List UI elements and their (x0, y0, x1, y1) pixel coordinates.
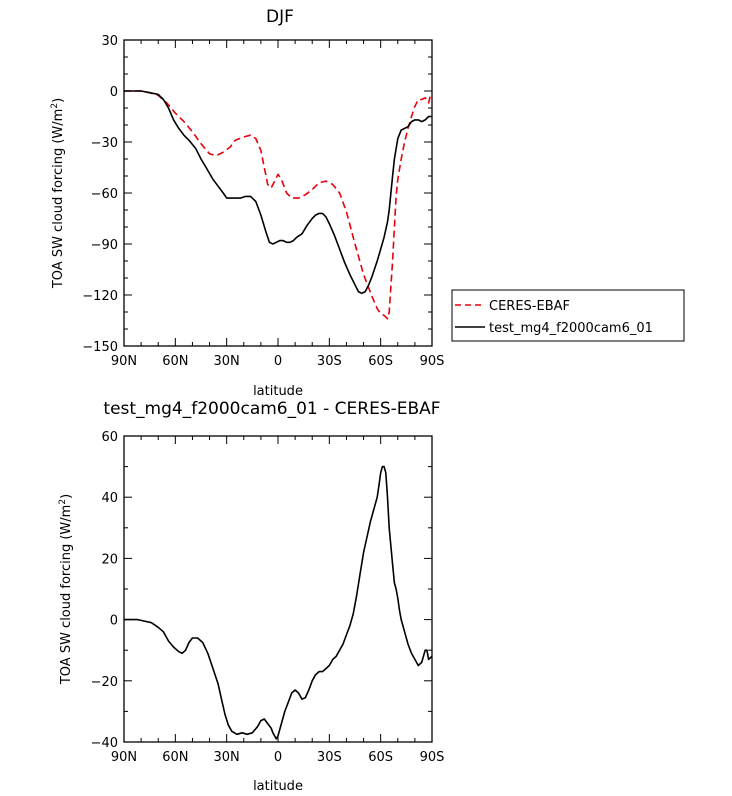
bottom-x-tick-label: 30N (214, 750, 240, 765)
bottom-x-axis-label: latitude (253, 779, 303, 794)
bottom-y-tick-label: 0 (110, 614, 118, 629)
top-panel: DJF 90N 60N 30N 0 30S 60S 90S 30 0 −30 −60 −90 −120 −… (50, 7, 685, 399)
bottom-x-tick-label: 0 (274, 750, 282, 765)
top-y-tick-label: −90 (91, 238, 118, 253)
top-x-axis-label: latitude (253, 384, 303, 399)
top-x-tick-label: 0 (274, 354, 282, 369)
bottom-y-axis-label: TOA SW cloud forcing (W/m2) (58, 494, 74, 685)
top-y-tick-label: −150 (82, 340, 118, 355)
bottom-x-tick-label: 90N (111, 750, 137, 765)
bottom-x-tick-label: 90S (420, 750, 445, 765)
bottom-y-tick-label: 60 (101, 430, 118, 445)
bottom-y-tick-label: −20 (91, 675, 118, 690)
bottom-x-tick-label: 30S (317, 750, 342, 765)
top-x-tick-label: 90N (111, 354, 137, 369)
bottom-x-tick-label: 60S (368, 750, 393, 765)
top-x-tick-label: 30N (214, 354, 240, 369)
top-x-tick-label: 60N (162, 354, 188, 369)
top-x-tick-label: 90S (420, 354, 445, 369)
top-y-tick-label: −60 (91, 187, 118, 202)
top-series-line-ceres-ebaf (124, 90, 433, 320)
top-x-tick-label: 60S (368, 354, 393, 369)
bottom-x-tick-label: 60N (162, 750, 188, 765)
top-plot-frame (123, 39, 433, 347)
top-x-tick-label: 30S (317, 354, 342, 369)
bottom-series-line-difference (124, 465, 433, 740)
bottom-chart-title: test_mg4_f2000cam6_01 - CERES-EBAF (103, 399, 440, 419)
bottom-panel: test_mg4_f2000cam6_01 - CERES-EBAF 90N 60… (58, 399, 444, 794)
bottom-y-tick-label: −40 (91, 736, 118, 751)
legend: CERES-EBAF test_mg4_f2000cam6_01 (451, 289, 685, 342)
top-chart-title: DJF (266, 7, 294, 27)
bottom-y-tick-label: 20 (101, 552, 118, 567)
top-y-tick-label: −120 (82, 289, 118, 304)
bottom-y-tick-label: 40 (101, 491, 118, 506)
legend-label-model: test_mg4_f2000cam6_01 (489, 321, 653, 336)
top-y-tick-label: 30 (101, 34, 118, 49)
legend-label-ceres: CERES-EBAF (489, 299, 570, 314)
top-y-tick-label: 0 (110, 85, 118, 100)
legend-box (451, 289, 685, 342)
top-y-tick-label: −30 (91, 136, 118, 151)
top-series-line-test-mg4-f2000cam6-01 (124, 90, 432, 295)
top-y-axis-label: TOA SW cloud forcing (W/m2) (50, 98, 66, 289)
